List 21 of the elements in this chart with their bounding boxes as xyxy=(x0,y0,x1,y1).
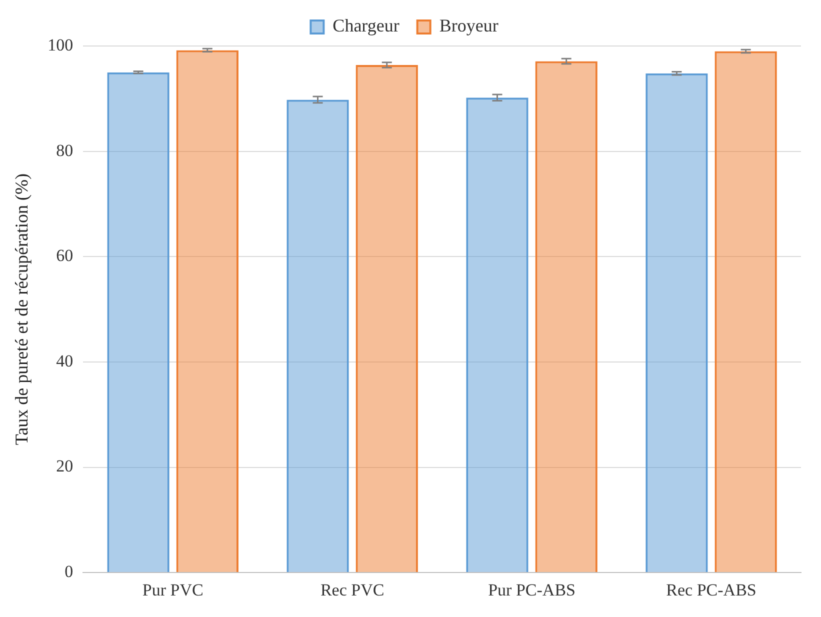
bar xyxy=(176,50,238,572)
legend-label: Broyeur xyxy=(439,16,498,36)
bar xyxy=(286,100,349,572)
x-tick-label: Rec PVC xyxy=(320,580,384,600)
bar xyxy=(535,61,598,572)
y-tick-label: 40 xyxy=(56,351,74,370)
bar xyxy=(466,98,528,572)
bar xyxy=(356,64,418,572)
x-tick-label: Pur PVC xyxy=(142,580,204,600)
y-tick-label: 80 xyxy=(56,140,74,160)
x-tick-label: Rec PC-ABS xyxy=(666,580,756,600)
legend-label: Chargeur xyxy=(332,16,400,36)
bar xyxy=(107,72,170,572)
bar xyxy=(714,51,777,572)
y-tick-label: 100 xyxy=(48,35,74,54)
bar xyxy=(646,73,708,572)
x-tick-label: Pur PC-ABS xyxy=(488,580,576,600)
y-tick-label: 20 xyxy=(56,456,74,476)
y-tick-label: 0 xyxy=(64,562,74,582)
y-tick-label: 60 xyxy=(56,246,74,266)
y-axis-title: Taux de pureté et de récupération (%) xyxy=(12,173,32,446)
